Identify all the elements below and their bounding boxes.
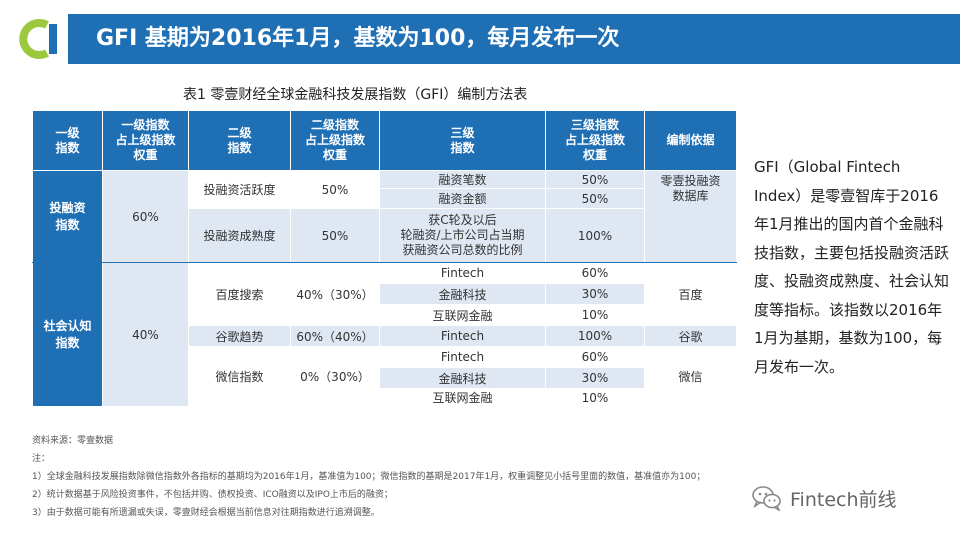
table-row: 社会认知 指数 40% 百度搜索 40%（30%） Fintech 60% 百度 [32, 262, 737, 407]
level3-weight-cell: 60% [545, 262, 645, 284]
page-title: GFI 基期为2016年1月，基数为100，每月发布一次 [96, 26, 620, 51]
company-logo-icon [19, 19, 57, 59]
source-cell: 微信 [644, 346, 737, 407]
gfi-description: GFI（Global Fintech Index）是零壹智库于2016年1月推出… [754, 158, 950, 376]
level3-weight-cell: 100% [545, 208, 645, 263]
level2-cell: 微信指数 [188, 346, 291, 407]
level3-cell: 获C轮及以后 轮融资/上市公司占当期 获融资公司总数的比例 [379, 208, 546, 263]
header-source: 编制依据 [644, 110, 737, 171]
data-source-note: 资料来源：零壹数据 [32, 436, 114, 446]
table-header-row: 一级 指数 一级指数 占上级指数 权重 二级 指数 二级指数 占上级指数 权重 三级 指数 三… [32, 110, 737, 171]
level3-weight-cell: 100% [545, 325, 645, 347]
brand-name: Fintech前线 [790, 488, 897, 511]
title-bar: GFI 基期为2016年1月，基数为100，每月发布一次 [68, 14, 960, 64]
table-row: 互联网金融 10% [33, 304, 737, 326]
level2-weight-cell: 60%（40%） [290, 325, 380, 347]
level3-weight-cell: 30% [545, 283, 645, 305]
header-level2-weight: 二级指数 占上级指数 权重 [290, 110, 380, 171]
note-item: 1）全球金融科技发展指数除微信指数外各指标的基期均为2016年1月，基准值为10… [32, 472, 706, 482]
gfi-method-table: 一级 指数 一级指数 占上级指数 权重 二级 指数 二级指数 占上级指数 权重 三级 指数 三… [32, 110, 737, 407]
level3-weight-cell: 60% [545, 346, 645, 368]
level2-cell: 谷歌趋势 [188, 325, 291, 347]
level2-weight-cell: 40%（30%） [290, 262, 380, 326]
level1-cell: 社会认知 指数 [32, 262, 103, 407]
level2-weight-cell: 0%（30%） [290, 346, 380, 407]
header-level1-index: 一级 指数 [32, 110, 103, 171]
table-row: 微信指数 0%（30%） Fintech 60% 微信 [33, 346, 737, 407]
note-item: 3）由于数据可能有所遗漏或失误，零壹财经会根据当前信息对往期指数进行追溯调整。 [32, 508, 380, 518]
header-level3-weight: 三级指数 占上级指数 权重 [545, 110, 645, 171]
source-cell: 谷歌 [644, 325, 737, 347]
level3-weight-cell: 10% [545, 388, 645, 407]
table-row: 谷歌趋势 60%（40%） Fintech 100% 谷歌 [33, 325, 737, 347]
level3-cell: Fintech [379, 325, 546, 347]
table-row: 融资金额 50% [33, 188, 737, 209]
table-row: 投融资 指数 60% 投融资活跃度 50% 融资笔数 50% 零壹投融资 数据库 [32, 170, 737, 263]
level1-weight-cell: 60% [102, 170, 189, 263]
level3-cell: 金融科技 [379, 283, 546, 305]
notes-label: 注： [32, 454, 51, 464]
level3-cell: Fintech [379, 262, 546, 284]
level3-cell: Fintech [379, 346, 546, 368]
header-level3-index: 三级 指数 [379, 110, 546, 171]
level3-cell: 互联网金融 [379, 388, 546, 407]
level1-weight-cell: 40% [102, 262, 189, 407]
table-row: 金融科技 30% [33, 283, 737, 305]
level2-cell: 投融资活跃度 [188, 170, 291, 209]
level3-weight-cell: 50% [545, 170, 645, 189]
source-cell: 零壹投融资 数据库 [644, 170, 737, 263]
table-row: 投融资成熟度 50% 获C轮及以后 轮融资/上市公司占当期 获融资公司总数的比例 1… [33, 208, 737, 263]
level1-cell: 投融资 指数 [32, 170, 103, 263]
level2-weight-cell: 50% [290, 170, 380, 209]
level2-cell: 投融资成熟度 [188, 208, 291, 263]
header-level2-index: 二级 指数 [188, 110, 291, 171]
level3-cell: 互联网金融 [379, 304, 546, 326]
footnotes: 资料来源：零壹数据 注： 1）全球金融科技发展指数除微信指数外各指标的基期均为2… [32, 432, 705, 522]
level3-cell: 融资金额 [379, 188, 546, 209]
level2-cell: 百度搜索 [188, 262, 291, 326]
level2-weight-cell: 50% [290, 208, 380, 263]
level3-weight-cell: 50% [545, 188, 645, 209]
header-level1-weight: 一级指数 占上级指数 权重 [102, 110, 189, 171]
level3-cell: 融资笔数 [379, 170, 546, 189]
wechat-icon [752, 486, 781, 511]
level3-weight-cell: 10% [545, 304, 645, 326]
source-cell: 百度 [644, 262, 737, 326]
note-item: 2）统计数据基于风险投资事件，不包括并购、债权投资、ICO融资以及IPO上市后的… [32, 490, 393, 500]
table-row: 金融科技 30% [33, 367, 737, 389]
level3-weight-cell: 30% [545, 367, 645, 389]
brand-watermark: Fintech前线 [752, 484, 897, 512]
level3-cell: 金融科技 [379, 367, 546, 389]
table-row: 互联网金融 10% [33, 388, 737, 407]
table-caption: 表1 零壹财经全球金融科技发展指数（GFI）编制方法表 [183, 87, 528, 103]
